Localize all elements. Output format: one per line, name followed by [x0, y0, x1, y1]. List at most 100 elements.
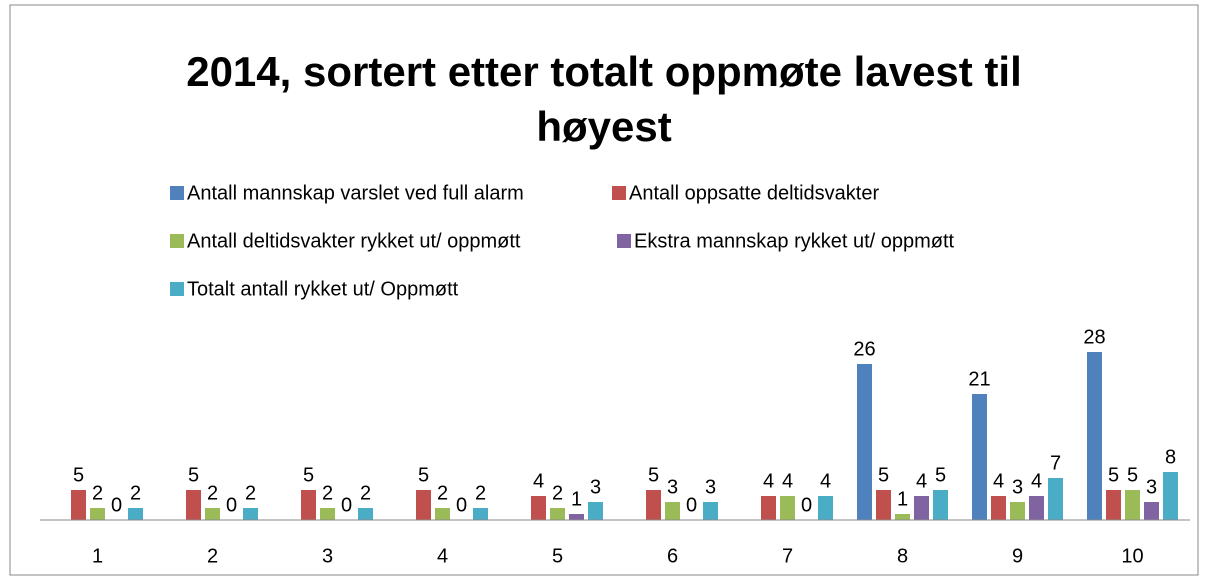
- data-label: 3: [667, 476, 678, 498]
- bar: [1163, 472, 1178, 520]
- data-label: 3: [1146, 476, 1157, 498]
- data-label: 3: [1012, 476, 1023, 498]
- legend-label: Totalt antall rykket ut/ Oppmøtt: [187, 278, 459, 300]
- bar: [703, 502, 718, 520]
- legend-label: Ekstra mannskap rykket ut/ oppmøtt: [634, 230, 955, 252]
- bar: [1010, 502, 1025, 520]
- x-tick-label: 1: [92, 545, 103, 567]
- data-label: 5: [303, 464, 314, 486]
- data-label: 0: [801, 494, 812, 516]
- x-tick-label: 2: [207, 545, 218, 567]
- data-label: 4: [782, 470, 793, 492]
- data-label: 5: [648, 464, 659, 486]
- data-label: 5: [935, 464, 946, 486]
- bar: [588, 502, 603, 520]
- x-tick-label: 8: [897, 545, 908, 567]
- bar: [186, 490, 201, 520]
- legend-label: Antall oppsatte deltidsvakter: [629, 182, 879, 204]
- bar: [1106, 490, 1121, 520]
- data-label: 3: [590, 476, 601, 498]
- data-label: 5: [1127, 464, 1138, 486]
- x-tick-label: 3: [322, 545, 333, 567]
- bar: [933, 490, 948, 520]
- data-label: 5: [418, 464, 429, 486]
- data-label: 5: [878, 464, 889, 486]
- bar: [895, 514, 910, 520]
- bar: [1144, 502, 1159, 520]
- data-label: 2: [437, 482, 448, 504]
- data-label: 4: [820, 470, 831, 492]
- data-label: 0: [686, 494, 697, 516]
- bar: [205, 508, 220, 520]
- bar: [550, 508, 565, 520]
- data-label: 0: [341, 494, 352, 516]
- data-label: 2: [552, 482, 563, 504]
- data-label: 2: [475, 482, 486, 504]
- bar: [991, 496, 1006, 520]
- legend-swatch: [170, 282, 184, 296]
- data-label: 2: [207, 482, 218, 504]
- bar: [876, 490, 891, 520]
- bar: [320, 508, 335, 520]
- bar: [761, 496, 776, 520]
- x-tick-label: 7: [782, 545, 793, 567]
- bar: [1029, 496, 1044, 520]
- data-label: 2: [322, 482, 333, 504]
- bar: [780, 496, 795, 520]
- x-tick-label: 6: [667, 545, 678, 567]
- data-label: 4: [993, 470, 1004, 492]
- legend-swatch: [612, 186, 626, 200]
- bar: [1125, 490, 1140, 520]
- x-tick-label: 10: [1121, 545, 1143, 567]
- data-label: 0: [226, 494, 237, 516]
- bar: [435, 508, 450, 520]
- data-label: 5: [73, 464, 84, 486]
- bar: [569, 514, 584, 520]
- legend-swatch: [170, 186, 184, 200]
- data-label: 5: [188, 464, 199, 486]
- data-label: 5: [1108, 464, 1119, 486]
- data-label: 2: [245, 482, 256, 504]
- data-label: 1: [571, 488, 582, 510]
- bar: [243, 508, 258, 520]
- data-label: 1: [897, 488, 908, 510]
- bar: [1048, 478, 1063, 520]
- bar: [665, 502, 680, 520]
- chart-frame: [9, 4, 1199, 576]
- bar: [646, 490, 661, 520]
- bar: [90, 508, 105, 520]
- legend-swatch: [170, 234, 184, 248]
- x-tick-label: 9: [1012, 545, 1023, 567]
- bar: [358, 508, 373, 520]
- data-label: 2: [130, 482, 141, 504]
- data-label: 4: [763, 470, 774, 492]
- legend-label: Antall mannskap varslet ved full alarm: [187, 182, 524, 204]
- bar: [972, 394, 987, 520]
- data-label: 8: [1165, 446, 1176, 468]
- chart-title: 2014, sortert etter totalt oppmøte laves…: [186, 48, 1022, 150]
- x-tick-label: 4: [437, 545, 448, 567]
- data-label: 2: [360, 482, 371, 504]
- data-label: 21: [968, 368, 990, 390]
- bar: [531, 496, 546, 520]
- bar: [128, 508, 143, 520]
- legend-label: Antall deltidsvakter rykket ut/ oppmøtt: [187, 230, 521, 252]
- bar: [818, 496, 833, 520]
- data-label: 0: [111, 494, 122, 516]
- data-label: 4: [916, 470, 927, 492]
- bar: [416, 490, 431, 520]
- data-label: 4: [533, 470, 544, 492]
- bar: [71, 490, 86, 520]
- bar: [301, 490, 316, 520]
- data-label: 7: [1050, 452, 1061, 474]
- x-tick-label: 5: [552, 545, 563, 567]
- bar: [473, 508, 488, 520]
- bar: [857, 364, 872, 520]
- bar: [1087, 352, 1102, 520]
- data-label: 0: [456, 494, 467, 516]
- data-label: 28: [1083, 326, 1105, 348]
- data-label: 4: [1031, 470, 1042, 492]
- data-label: 3: [705, 476, 716, 498]
- data-label: 2: [92, 482, 103, 504]
